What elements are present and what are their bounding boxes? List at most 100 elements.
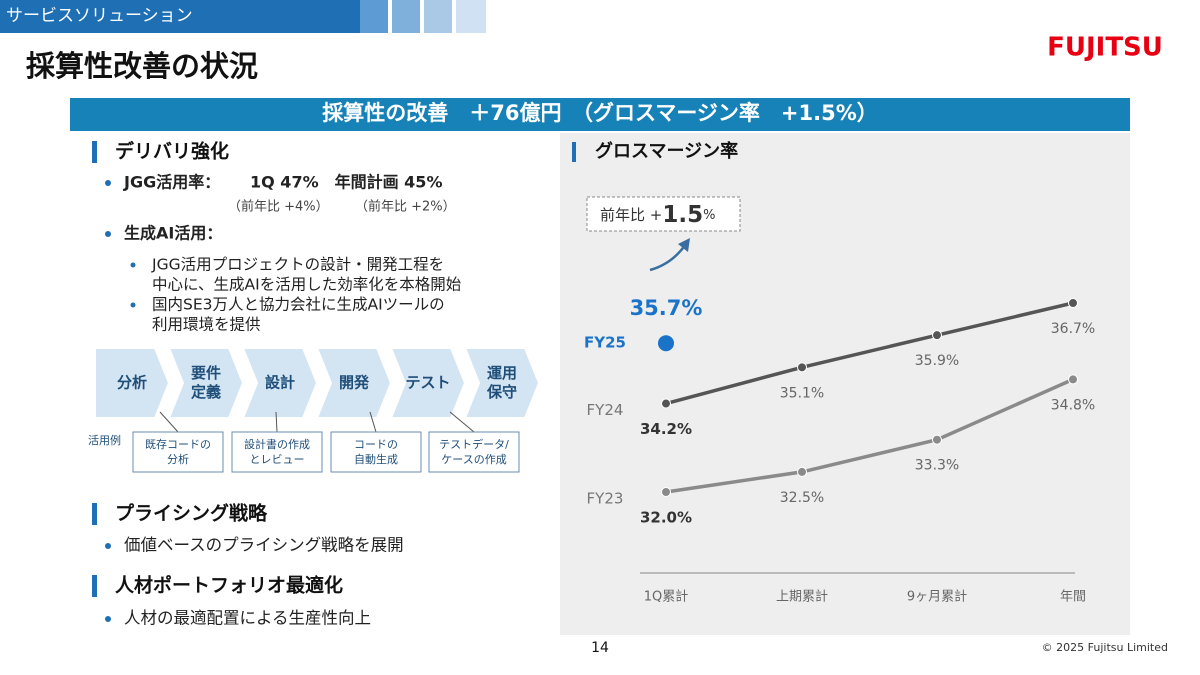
data-point <box>1068 374 1078 385</box>
section-deco <box>424 0 452 33</box>
example-text: コードの <box>354 438 398 451</box>
example-box <box>231 431 323 473</box>
genai-item: JGG活用プロジェクトの設計・開発工程を <box>151 256 444 274</box>
jgg-note: （前年比 +2%） <box>355 199 456 215</box>
data-point <box>661 398 671 409</box>
process-step <box>463 347 541 419</box>
logo: FUJITSU <box>1047 33 1163 63</box>
process-step-label: 分析 <box>117 374 147 392</box>
process-step <box>94 347 171 419</box>
annotation-suffix: % <box>703 208 715 223</box>
section-deco <box>456 0 486 33</box>
process-step <box>167 347 245 419</box>
process-step-label: 運用 <box>487 364 517 382</box>
value-label: 34.8% <box>1051 397 1095 413</box>
annotation-prefix: 前年比 + <box>600 206 662 224</box>
data-point <box>661 487 671 497</box>
bullet <box>130 262 136 268</box>
value-label: 36.7% <box>1051 321 1095 337</box>
section-heading: デリバリ強化 <box>115 140 229 163</box>
data-point <box>1068 298 1078 308</box>
genai-label: 生成AI活用： <box>124 224 222 243</box>
data-point <box>658 335 674 352</box>
x-tick-label: 1Q累計 <box>644 589 689 605</box>
annotation: 前年比 +1.5% <box>600 202 715 228</box>
process-step-label: 開発 <box>339 374 370 392</box>
banner-text: 採算性の改善 ＋76億円 （グロスマージン率 +1.5%） <box>322 101 878 125</box>
example-text: 自動生成 <box>354 452 398 466</box>
value-label: 33.3% <box>915 458 959 474</box>
bullet <box>130 302 136 308</box>
example-text: とレビュー <box>250 453 305 466</box>
x-tick-label: 上期累計 <box>776 589 828 605</box>
value-label: 35.7% <box>630 296 703 320</box>
x-tick-label: 9ヶ月累計 <box>907 589 967 605</box>
series-label: FY23 <box>587 490 624 508</box>
process-step-label: テスト <box>405 374 450 392</box>
genai-item: 中心に、生成AIを活用した効率化を本格開始 <box>152 276 462 294</box>
slide-title: 採算性改善の状況 <box>26 49 258 83</box>
section-deco <box>392 0 420 33</box>
process-step-label: 設計 <box>265 374 295 392</box>
annotation-arrow-head <box>678 238 690 252</box>
series-line <box>665 301 1074 406</box>
series-label: FY25 <box>584 334 626 352</box>
value-label: 35.9% <box>915 353 959 369</box>
process-step <box>389 347 467 419</box>
data-point <box>932 330 942 341</box>
bullet <box>105 543 111 549</box>
series-label: FY24 <box>587 401 624 419</box>
jgg-value: 1Q 47% 年間計画 45% <box>250 173 442 192</box>
example-connector <box>449 411 475 433</box>
bullet <box>105 616 111 622</box>
value-label: 35.1% <box>780 385 824 401</box>
process-step-label: 要件 <box>191 364 221 382</box>
section-bar <box>0 0 360 33</box>
talent-item: 人材の最適配置による生産性向上 <box>124 609 371 628</box>
section-heading: プライシング戦略 <box>115 502 268 525</box>
bullet <box>105 180 111 186</box>
process-step-label: 保守 <box>486 383 517 401</box>
example-connector <box>369 411 377 433</box>
data-point <box>932 434 942 445</box>
process-step <box>241 347 319 419</box>
heading-marker <box>572 142 576 162</box>
series-line <box>665 377 1074 494</box>
x-tick-label: 年間 <box>1060 590 1086 605</box>
heading-marker <box>92 503 97 525</box>
example-text: 分析 <box>167 452 189 466</box>
example-text: ケースの作成 <box>441 453 506 466</box>
banner-bar <box>70 98 1130 131</box>
example-text: 既存コードの <box>145 437 211 451</box>
section-heading: 人材ポートフォリオ最適化 <box>115 574 343 597</box>
bullet <box>105 231 111 237</box>
heading-marker <box>92 141 97 163</box>
example-label: 活用例 <box>88 433 121 447</box>
genai-item: 利用環境を提供 <box>152 315 261 334</box>
section-label: サービスソリューション <box>6 6 193 26</box>
value-label: 34.2% <box>640 420 692 438</box>
heading-marker <box>92 575 97 597</box>
page-number: 14 <box>591 640 609 656</box>
annotation-box <box>586 196 741 232</box>
example-connector <box>159 411 179 433</box>
jgg-note: （前年比 +4%） <box>228 199 329 215</box>
value-label: 32.0% <box>640 509 692 527</box>
genai-item: 国内SE3万人と協力会社に生成AIツールの <box>152 296 445 314</box>
jgg-label: JGG活用率： <box>123 173 220 192</box>
data-point <box>797 362 807 373</box>
process-step-label: 定義 <box>191 383 221 401</box>
pricing-item: 価値ベースのプライシング戦略を展開 <box>124 536 404 555</box>
example-box <box>132 431 224 473</box>
example-box <box>428 431 520 473</box>
data-point <box>797 466 807 477</box>
section-deco <box>360 0 388 33</box>
process-step <box>315 347 393 419</box>
value-label: 32.5% <box>780 490 824 506</box>
example-text: 設計書の作成 <box>244 437 310 451</box>
annotation-value: 1.5 <box>662 202 703 228</box>
example-text: テストデータ/ <box>439 437 509 451</box>
chart-title: グロスマージン率 <box>595 140 738 162</box>
example-connector <box>275 411 278 433</box>
